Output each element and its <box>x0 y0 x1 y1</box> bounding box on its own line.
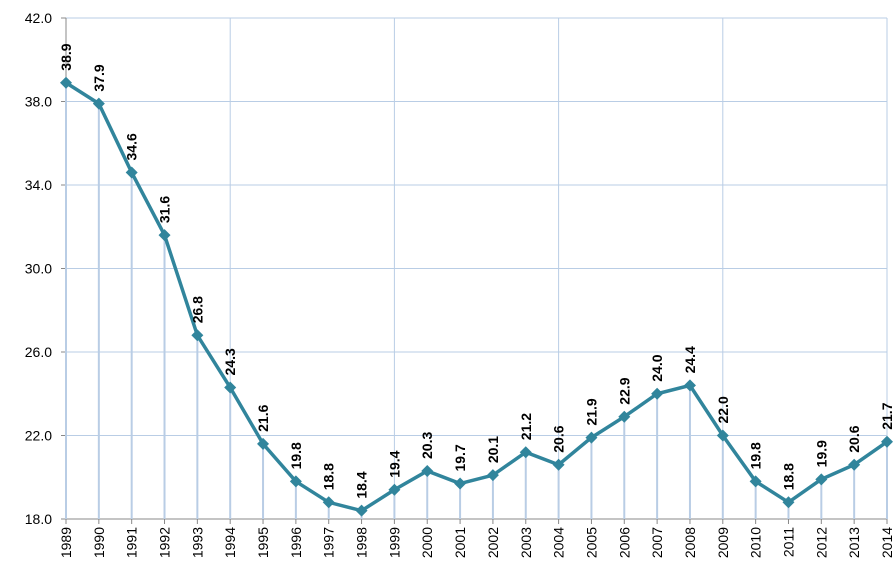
x-tick-label: 1993 <box>189 527 205 558</box>
y-tick-label: 42.0 <box>25 10 52 26</box>
x-tick-label: 1997 <box>321 527 337 558</box>
x-tick-label: 1994 <box>222 527 238 558</box>
x-tick-label: 2014 <box>879 527 895 558</box>
marker <box>848 458 861 471</box>
x-tick-label: 1996 <box>288 527 304 558</box>
x-tick-label: 2008 <box>682 527 698 558</box>
marker <box>92 97 105 110</box>
y-tick-label: 34.0 <box>25 177 52 193</box>
marker <box>322 496 335 509</box>
marker <box>585 431 598 444</box>
marker <box>125 166 138 179</box>
data-label: 20.6 <box>551 425 567 452</box>
x-tick-label: 2009 <box>715 527 731 558</box>
data-label: 24.3 <box>222 348 238 375</box>
x-tick-label: 2011 <box>780 527 796 557</box>
x-tick-label: 2012 <box>813 527 829 558</box>
marker <box>257 437 270 450</box>
marker <box>881 435 893 448</box>
marker <box>421 464 434 477</box>
data-label: 21.9 <box>583 398 599 425</box>
y-tick-label: 26.0 <box>25 344 52 360</box>
line <box>65 81 889 513</box>
data-label: 20.3 <box>419 432 435 459</box>
marker <box>618 410 631 423</box>
x-tick-label: 2006 <box>616 527 632 558</box>
y-tick-label: 38.0 <box>25 94 52 110</box>
marker <box>158 229 171 242</box>
x-tick-label: 2001 <box>452 527 468 558</box>
x-tick-label: 1990 <box>91 527 107 558</box>
data-label: 18.8 <box>780 463 796 490</box>
x-tick-label: 2007 <box>649 527 665 558</box>
marker <box>224 381 237 394</box>
data-label: 22.0 <box>715 396 731 423</box>
data-label: 21.2 <box>518 413 534 440</box>
marker <box>651 387 664 400</box>
x-tick-label: 1991 <box>124 527 140 558</box>
x-tick-label: 2005 <box>583 527 599 558</box>
marker <box>519 446 532 459</box>
marker <box>486 469 499 482</box>
data-label: 22.9 <box>616 377 632 404</box>
data-label: 19.4 <box>386 450 402 477</box>
x-tick-label: 2013 <box>846 527 862 558</box>
y-tick-label: 22.0 <box>25 428 52 444</box>
marker <box>388 483 401 496</box>
x-tick-label: 1992 <box>157 527 173 558</box>
x-tick-label: 1998 <box>354 527 370 558</box>
marker <box>289 475 302 488</box>
x-tick-label: 2003 <box>518 527 534 558</box>
data-label: 19.8 <box>748 442 764 469</box>
data-label: 26.8 <box>189 296 205 323</box>
data-label: 31.6 <box>157 196 173 223</box>
data-label: 19.8 <box>288 442 304 469</box>
marker <box>716 429 729 442</box>
marker <box>355 504 368 517</box>
x-tick-label: 1989 <box>58 527 74 558</box>
y-tick-label: 30.0 <box>25 261 52 277</box>
x-tick-label: 1999 <box>386 527 402 558</box>
data-label: 20.1 <box>485 436 501 463</box>
x-tick-label: 1995 <box>255 527 271 558</box>
data-label: 34.6 <box>124 133 140 160</box>
data-label: 20.6 <box>846 425 862 452</box>
marker <box>60 76 72 89</box>
data-label: 21.6 <box>255 404 271 431</box>
marker <box>683 379 696 392</box>
data-label: 18.4 <box>354 471 370 498</box>
x-tick-label: 2004 <box>551 527 567 558</box>
marker <box>552 458 565 471</box>
marker <box>749 475 762 488</box>
marker <box>782 496 795 509</box>
data-label: 24.4 <box>682 346 698 373</box>
marker <box>191 329 204 342</box>
data-label: 21.7 <box>879 402 895 429</box>
data-label: 37.9 <box>91 64 107 91</box>
data-label: 18.8 <box>321 463 337 490</box>
x-tick-label: 2002 <box>485 527 501 558</box>
marker <box>454 477 467 490</box>
data-label: 19.7 <box>452 444 468 471</box>
x-tick-label: 2010 <box>748 527 764 558</box>
data-label: 38.9 <box>58 43 74 70</box>
data-label: 19.9 <box>813 440 829 467</box>
x-tick-label: 2000 <box>419 527 435 558</box>
y-tick-label: 18.0 <box>25 511 52 527</box>
marker <box>815 473 828 486</box>
data-label: 24.0 <box>649 354 665 381</box>
